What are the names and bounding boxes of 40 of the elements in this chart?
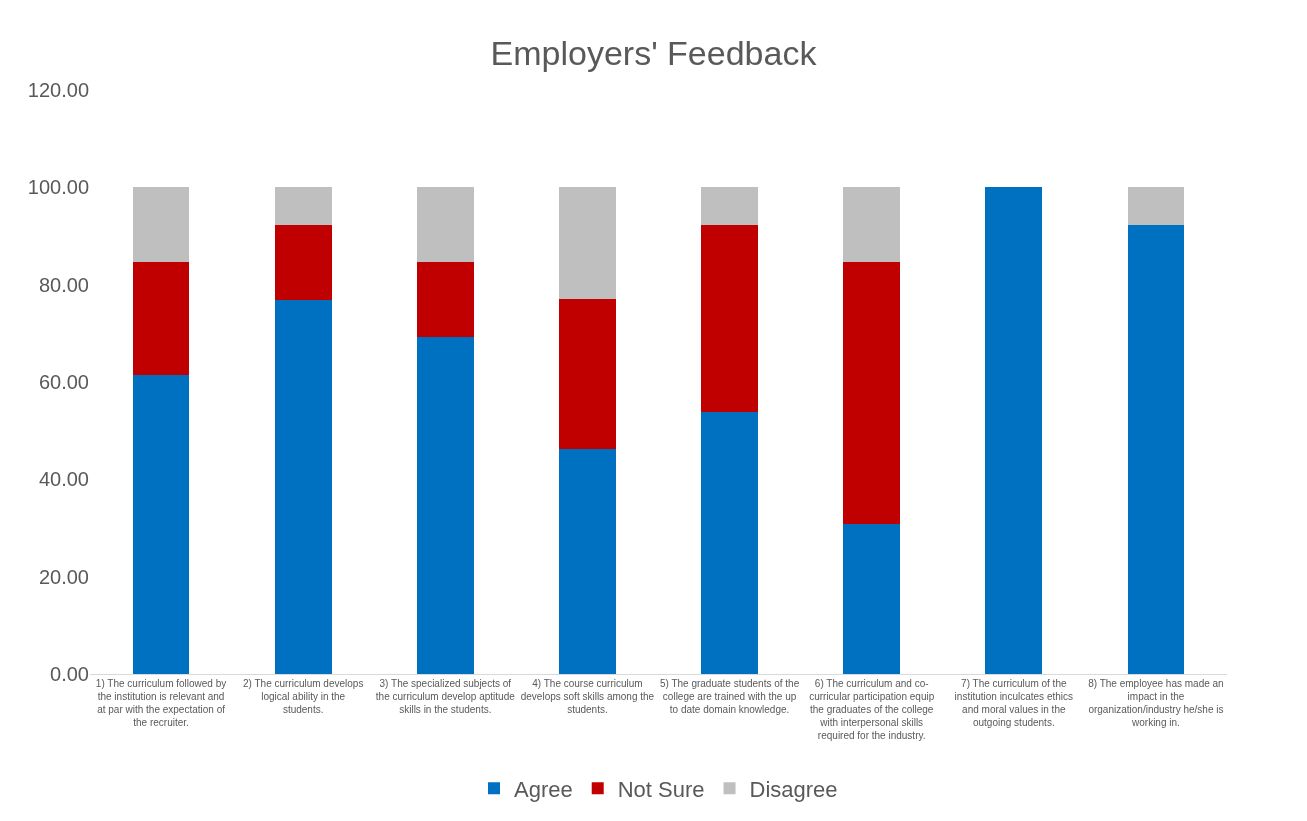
legend-label: Not Sure <box>617 776 705 802</box>
bar <box>416 262 474 338</box>
x-tick-label: 8) The employee has made an impact in the organization/industry he/she is working in. <box>1088 678 1224 728</box>
bar <box>274 299 332 674</box>
x-tick-label: 3) The specialized subjects of the curriculum develop aptitude skills in the students. <box>375 678 516 715</box>
bar <box>416 187 474 263</box>
bar <box>701 412 758 674</box>
y-tick-label: 60.00 <box>38 371 89 393</box>
bar <box>843 187 901 263</box>
bar <box>274 224 332 300</box>
chart-title: Employers' Feedback <box>490 33 818 72</box>
y-tick-label: 120.00 <box>27 79 89 101</box>
y-tick-label: 100.00 <box>27 176 89 199</box>
y-tick-label: 40.00 <box>38 468 89 491</box>
bar <box>132 262 190 375</box>
bar <box>559 186 616 300</box>
x-tick-label: 1) The curriculum followed by the institution is relevant and at par with the expectation of the recruiter. <box>95 678 227 728</box>
bar <box>274 187 332 225</box>
y-tick-label: 80.00 <box>38 273 89 296</box>
bar <box>559 299 616 450</box>
bar <box>132 187 190 263</box>
x-tick-label: 2) The curriculum develops logical ability in the students. <box>242 678 364 715</box>
x-tick-label: 4) The course curriculum develops soft skills among the students. <box>520 678 655 715</box>
y-tick-label: 20.00 <box>38 565 89 588</box>
bar <box>132 374 190 674</box>
x-tick-label: 7) The curriculum of the institution inculcates ethics and moral values in the outgoing students. <box>954 678 1074 728</box>
bar <box>559 449 616 674</box>
bar <box>985 187 1043 674</box>
bar <box>1127 187 1185 225</box>
legend-label: Disagree <box>749 776 838 802</box>
bar <box>1127 224 1185 674</box>
y-tick-label: 0.00 <box>50 663 89 685</box>
bar <box>843 262 901 525</box>
x-tick-label: 6) The curriculum and co-curricular participation equip the graduates of the college with interpersonal skills required for the industry. <box>809 678 935 741</box>
x-tick-label: 5) The graduate students of the college are trained with the up to date domain knowledge. <box>659 678 800 715</box>
bar <box>701 187 758 225</box>
bar <box>416 337 474 674</box>
bar <box>701 224 758 413</box>
bar <box>843 524 901 674</box>
legend-label: Agree <box>514 776 573 802</box>
